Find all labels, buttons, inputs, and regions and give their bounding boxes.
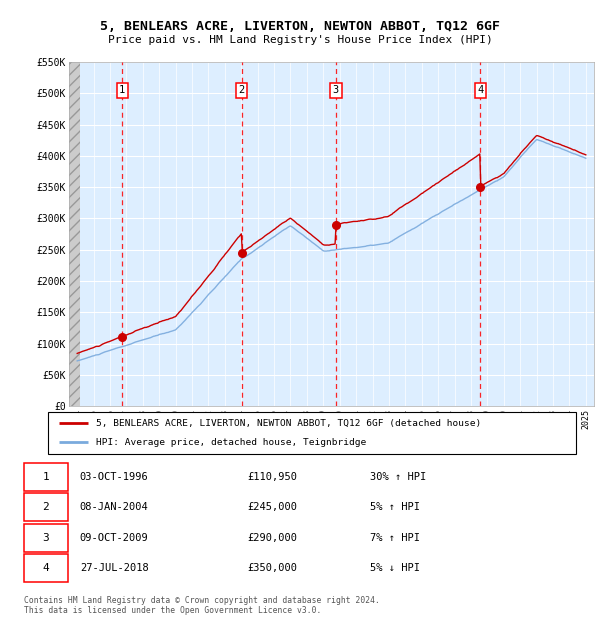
Text: 1: 1 (119, 85, 125, 95)
Text: 08-JAN-2004: 08-JAN-2004 (80, 502, 149, 512)
Text: Contains HM Land Registry data © Crown copyright and database right 2024.
This d: Contains HM Land Registry data © Crown c… (24, 596, 380, 615)
FancyBboxPatch shape (24, 493, 68, 521)
FancyBboxPatch shape (24, 554, 68, 582)
Text: 03-OCT-1996: 03-OCT-1996 (80, 472, 149, 482)
FancyBboxPatch shape (24, 524, 68, 552)
Text: HPI: Average price, detached house, Teignbridge: HPI: Average price, detached house, Teig… (95, 438, 366, 447)
Text: £350,000: £350,000 (247, 563, 297, 573)
Text: 1: 1 (43, 472, 49, 482)
Text: 7% ↑ HPI: 7% ↑ HPI (370, 533, 420, 542)
Text: 5, BENLEARS ACRE, LIVERTON, NEWTON ABBOT, TQ12 6GF: 5, BENLEARS ACRE, LIVERTON, NEWTON ABBOT… (100, 20, 500, 32)
Text: £110,950: £110,950 (247, 472, 297, 482)
Text: 09-OCT-2009: 09-OCT-2009 (80, 533, 149, 542)
Text: 5% ↑ HPI: 5% ↑ HPI (370, 502, 420, 512)
Text: Price paid vs. HM Land Registry's House Price Index (HPI): Price paid vs. HM Land Registry's House … (107, 35, 493, 45)
Text: 2: 2 (239, 85, 245, 95)
Text: £290,000: £290,000 (247, 533, 297, 542)
Text: 3: 3 (43, 533, 49, 542)
Text: 4: 4 (43, 563, 49, 573)
Text: 4: 4 (477, 85, 484, 95)
FancyBboxPatch shape (24, 463, 68, 490)
Text: 30% ↑ HPI: 30% ↑ HPI (370, 472, 426, 482)
Text: 27-JUL-2018: 27-JUL-2018 (80, 563, 149, 573)
Text: 5, BENLEARS ACRE, LIVERTON, NEWTON ABBOT, TQ12 6GF (detached house): 5, BENLEARS ACRE, LIVERTON, NEWTON ABBOT… (95, 418, 481, 428)
Text: 5% ↓ HPI: 5% ↓ HPI (370, 563, 420, 573)
Text: £245,000: £245,000 (247, 502, 297, 512)
Text: 3: 3 (333, 85, 339, 95)
Text: 2: 2 (43, 502, 49, 512)
FancyBboxPatch shape (48, 412, 576, 454)
